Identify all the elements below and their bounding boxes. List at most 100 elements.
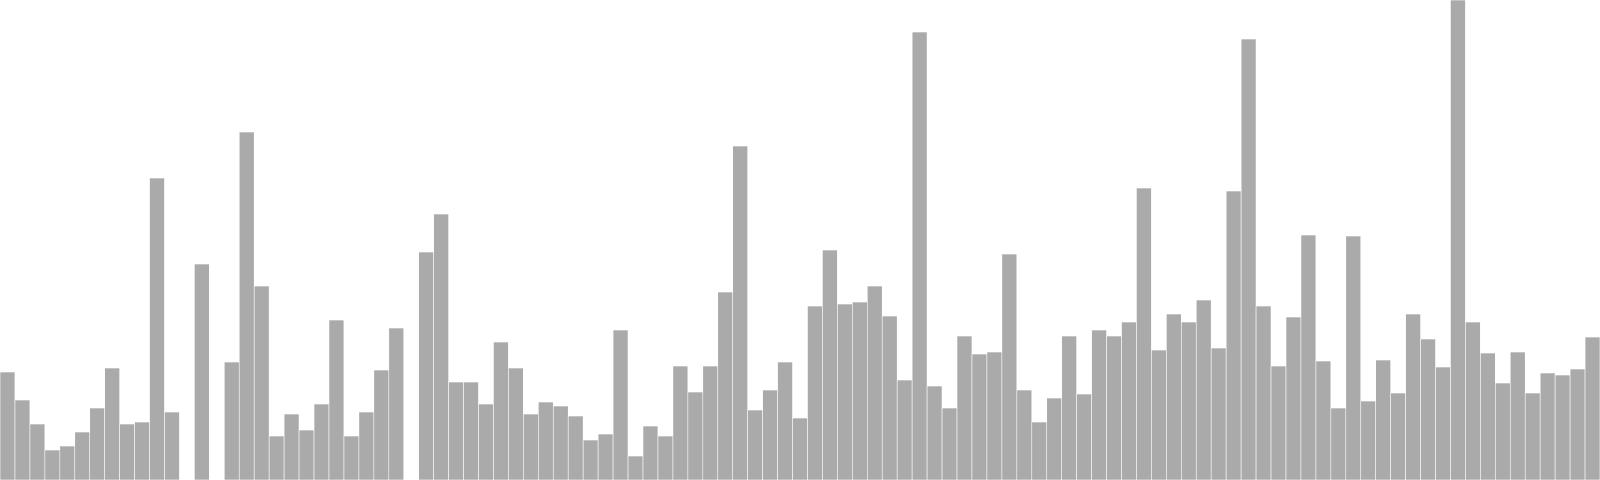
bar-52 <box>777 361 793 480</box>
bar-58 <box>866 285 883 480</box>
bar-21 <box>313 403 330 480</box>
bar-98 <box>1465 321 1481 480</box>
bar-33 <box>493 341 509 480</box>
bar-95 <box>1420 338 1436 480</box>
bar-39 <box>582 439 599 480</box>
bar-86 <box>1285 316 1302 480</box>
bar-34 <box>508 367 524 480</box>
bar-28 <box>418 251 434 480</box>
bar-106 <box>1584 336 1600 480</box>
bar-51 <box>762 389 778 480</box>
bar-82 <box>1225 190 1242 480</box>
bar-7 <box>104 367 120 480</box>
bar-36 <box>538 401 554 480</box>
bar-22 <box>328 319 345 480</box>
bar-61 <box>911 31 928 480</box>
bar-43 <box>642 425 659 480</box>
bar-23 <box>343 435 360 480</box>
bar-20 <box>298 429 315 480</box>
bar-4 <box>59 445 76 480</box>
bar-25 <box>373 369 390 480</box>
bar-74 <box>1106 335 1122 480</box>
bar-62 <box>926 385 943 480</box>
bar-44 <box>657 435 674 480</box>
bar-72 <box>1076 393 1092 480</box>
bar-57 <box>852 301 868 480</box>
bar-81 <box>1210 347 1227 480</box>
bar-55 <box>822 249 838 480</box>
bar-91 <box>1360 400 1376 480</box>
bar-31 <box>463 381 479 480</box>
bar-88 <box>1315 360 1332 480</box>
bar-53 <box>792 417 808 480</box>
bar-26 <box>388 327 405 480</box>
bar-68 <box>1016 389 1033 480</box>
bar-67 <box>1001 253 1018 480</box>
bar-1 <box>14 399 31 480</box>
bar-47 <box>702 365 719 480</box>
bar-19 <box>283 413 300 480</box>
bar-11 <box>164 411 180 480</box>
bar-41 <box>612 329 629 480</box>
bar-10 <box>149 177 165 480</box>
bar-59 <box>881 315 898 480</box>
bar-32 <box>478 403 494 480</box>
bar-102 <box>1524 392 1541 480</box>
bar-5 <box>74 431 91 480</box>
bar-77 <box>1151 349 1167 480</box>
bar-45 <box>672 365 689 480</box>
bar-66 <box>986 351 1003 480</box>
bar-60 <box>896 379 913 480</box>
bar-78 <box>1166 313 1182 480</box>
bar-103 <box>1539 372 1556 480</box>
bar-84 <box>1255 305 1272 480</box>
bar-104 <box>1554 374 1571 480</box>
bar-17 <box>253 285 270 480</box>
bar-49 <box>732 145 748 480</box>
bar-9 <box>134 421 150 480</box>
bar-90 <box>1345 235 1362 480</box>
bar-42 <box>627 455 644 480</box>
bar-73 <box>1091 329 1107 480</box>
bar-54 <box>807 305 823 480</box>
bar-75 <box>1121 321 1137 480</box>
bar-56 <box>837 303 853 480</box>
bar-65 <box>971 353 988 480</box>
bar-85 <box>1270 365 1287 480</box>
bar-13 <box>194 263 210 480</box>
bar-3 <box>44 449 61 480</box>
bar-2 <box>29 423 46 480</box>
bar-96 <box>1435 366 1451 480</box>
bar-92 <box>1375 359 1391 480</box>
bar-63 <box>941 407 958 480</box>
bar-69 <box>1031 421 1048 480</box>
bar-64 <box>956 335 973 480</box>
bar-87 <box>1300 234 1317 480</box>
bar-94 <box>1405 313 1421 480</box>
bar-97 <box>1450 0 1466 480</box>
bar-105 <box>1569 368 1586 480</box>
bar-18 <box>268 435 285 480</box>
bar-79 <box>1181 321 1197 480</box>
bar-76 <box>1136 187 1152 480</box>
bar-46 <box>687 391 704 480</box>
bar-37 <box>552 405 569 480</box>
bar-80 <box>1195 299 1212 480</box>
bar-6 <box>89 407 105 480</box>
bar-38 <box>567 415 584 480</box>
bar-89 <box>1330 407 1347 480</box>
bar-70 <box>1046 397 1062 480</box>
bar-24 <box>358 411 375 480</box>
bar-8 <box>119 423 135 480</box>
bar-83 <box>1240 38 1257 480</box>
bar-71 <box>1061 335 1077 480</box>
bar-0 <box>0 371 16 480</box>
bar-100 <box>1495 382 1511 480</box>
bar-29 <box>433 213 449 480</box>
bar-15 <box>224 361 240 480</box>
bar-101 <box>1509 351 1526 480</box>
bar-40 <box>597 433 614 480</box>
bar-35 <box>523 413 539 480</box>
